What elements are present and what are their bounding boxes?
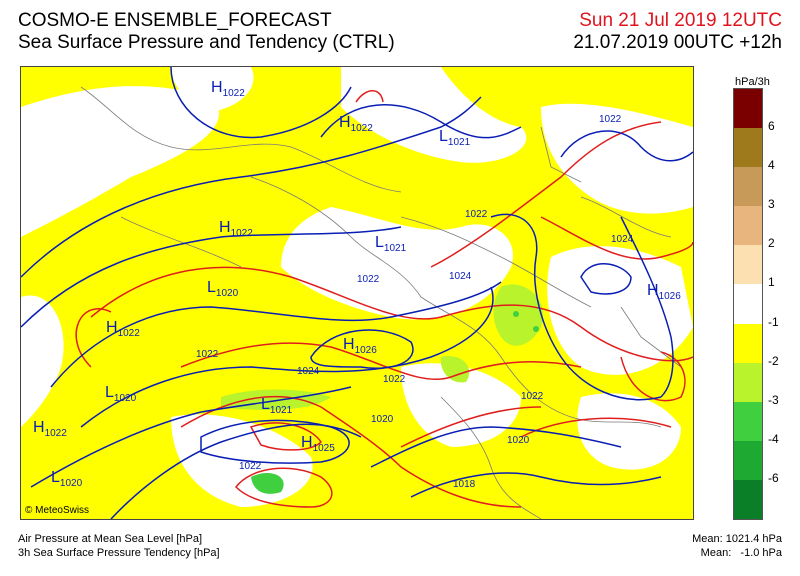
pressure-centers: H1022 H1022 H1022 H1022 H1026 H1025 H102… <box>33 79 681 489</box>
meteoswiss-credit: © MeteoSwiss <box>25 505 90 516</box>
legend-swatch <box>734 479 762 520</box>
isobar-label: 1022 <box>383 374 406 385</box>
mean-pressure: Mean: 1021.4 hPa <box>692 533 782 545</box>
low-center: L1020 <box>105 384 137 404</box>
high-center: H1026 <box>343 336 377 356</box>
low-center: L1021 <box>375 234 407 254</box>
footer-legend-text: Air Pressure at Mean Sea Level [hPa] 3h … <box>18 532 220 560</box>
high-center: H1026 <box>647 282 681 302</box>
mean-tendency: Mean: -1.0 hPa <box>700 547 782 559</box>
forecast-time-block: Sun 21 Jul 2019 12UTC 21.07.2019 00UTC +… <box>573 10 782 54</box>
footer-pressure-label: Air Pressure at Mean Sea Level [hPa] <box>18 533 203 545</box>
legend-tick-label: 4 <box>768 158 775 173</box>
legend-swatch <box>734 245 762 285</box>
low-center: L1021 <box>261 396 293 416</box>
legend-swatch <box>734 206 762 246</box>
isobar-label: 1020 <box>371 414 394 425</box>
title-block: COSMO-E ENSEMBLE_FORECAST Sea Surface Pr… <box>18 10 395 54</box>
forecast-map: H1022 H1022 H1022 H1022 H1026 H1025 H102… <box>20 66 694 520</box>
high-center: H1022 <box>339 114 373 134</box>
coastlines <box>80 86 682 519</box>
legend-colorbar <box>733 88 763 520</box>
legend-tick-label: -6 <box>768 470 779 485</box>
low-center: L1020 <box>51 469 83 489</box>
legend-swatch <box>734 167 762 207</box>
isobar-label: 1022 <box>196 349 219 360</box>
isobar-label: 1022 <box>239 461 262 472</box>
isobar-label: 1024 <box>449 271 472 282</box>
footer-tendency-label: 3h Sea Surface Pressure Tendency [hPa] <box>18 547 220 559</box>
isobar-label: 1022 <box>357 274 380 285</box>
map-subtitle: Sea Surface Pressure and Tendency (CTRL) <box>18 32 395 53</box>
valid-date: Sun 21 Jul 2019 12UTC <box>579 10 782 31</box>
low-center: L1021 <box>439 128 471 148</box>
low-center: L1020 <box>207 279 239 299</box>
legend-unit: hPa/3h <box>735 76 770 88</box>
legend-swatch <box>734 440 762 481</box>
map-title: COSMO-E ENSEMBLE_FORECAST <box>18 10 332 31</box>
legend-tick-label: 1 <box>768 275 775 290</box>
legend-tick-label: -1 <box>768 314 779 329</box>
legend-swatch <box>734 128 762 168</box>
run-info: 21.07.2019 00UTC +12h <box>573 32 782 53</box>
legend-swatch <box>734 362 762 403</box>
high-center: H1022 <box>33 419 67 439</box>
legend-swatch <box>734 323 762 364</box>
isobar-label: 1022 <box>599 114 622 125</box>
isobar-label: 1024 <box>297 366 320 377</box>
isobar-label: 1020 <box>507 435 530 446</box>
legend-tick-label: -4 <box>768 431 779 446</box>
isobar-label: 1022 <box>465 209 488 220</box>
isobar-label: 1022 <box>521 391 544 402</box>
high-center: H1025 <box>301 434 335 454</box>
legend-tick-label: 2 <box>768 236 775 251</box>
high-center: H1022 <box>106 319 140 339</box>
legend-tick-label: 3 <box>768 197 775 212</box>
legend-swatch <box>734 89 762 129</box>
isobars-blue <box>21 67 693 519</box>
legend-swatch <box>734 401 762 442</box>
isobars-red <box>75 90 693 508</box>
legend-tick-label: -2 <box>768 353 779 368</box>
isobar-label: 1024 <box>611 234 634 245</box>
high-center: H1022 <box>219 219 253 239</box>
legend-tick-label: 6 <box>768 119 775 134</box>
legend-tick-label: -3 <box>768 392 779 407</box>
legend-swatch <box>734 284 762 325</box>
isobar-labels: 1022 1022 1022 1024 1024 1022 1024 1022 … <box>196 114 634 490</box>
isobar-label: 1018 <box>453 479 476 490</box>
footer-means: Mean: 1021.4 hPa Mean: -1.0 hPa <box>692 532 782 560</box>
high-center: H1022 <box>211 79 245 99</box>
